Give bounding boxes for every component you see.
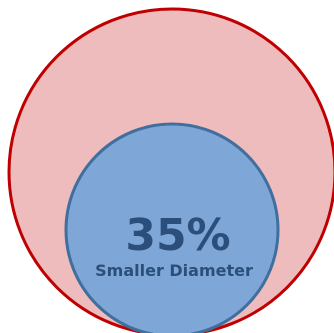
caption-label: Smaller Diameter bbox=[95, 261, 253, 280]
smaller-circle bbox=[64, 122, 280, 333]
percent-label: 35% bbox=[125, 210, 230, 261]
